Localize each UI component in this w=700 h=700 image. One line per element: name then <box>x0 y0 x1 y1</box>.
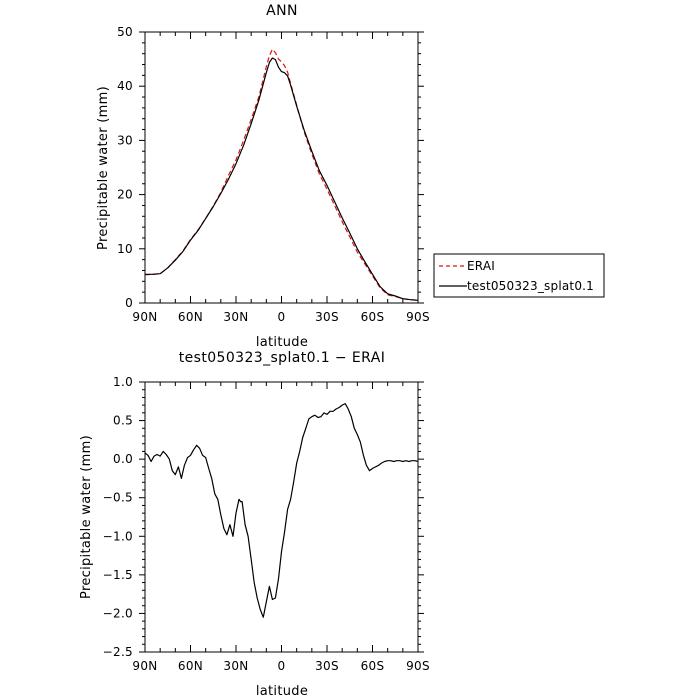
bottom-ytick-label: −1.5 <box>103 568 133 582</box>
bottom-series-line-1 <box>144 403 419 618</box>
legend-box <box>433 253 605 298</box>
top-xtick-label: 90N <box>132 310 157 324</box>
bottom-xtick-label: 90N <box>132 659 157 673</box>
top-axis-ticks: 90N 60N 30N 0 30S 60S 90S 0 10 20 30 40 50 <box>117 25 430 324</box>
top-x-axis-title: latitude <box>256 335 308 350</box>
bottom-y-axis-title: Precipitable water (mm) <box>79 435 94 599</box>
bottom-ytick-label: 1.0 <box>113 375 133 389</box>
top-xtick-label: 60N <box>178 310 203 324</box>
bottom-ytick-label: −1.0 <box>103 529 133 543</box>
bottom-panel: test050323_splat0.1 − ERAI 90N 60N 30N 0 30S… <box>79 350 430 699</box>
top-panel: ANN 90N 60N 30N 0 30S 60S 90S 0 10 20 30 40 50 Preci… <box>96 3 605 350</box>
top-ytick-label: 50 <box>117 25 133 39</box>
top-ytick-label: 30 <box>117 133 133 147</box>
bottom-xtick-label: 90S <box>406 659 430 673</box>
bottom-ytick-label: −2.0 <box>103 606 133 620</box>
legend-label-test: test050323_splat0.1 <box>467 279 594 293</box>
bottom-ytick-label: −2.5 <box>103 645 133 659</box>
top-series-line-2 <box>145 57 419 301</box>
bottom-xtick-label: 0 <box>278 659 286 673</box>
top-xtick-label: 30N <box>223 310 248 324</box>
bottom-xtick-label: 60S <box>361 659 385 673</box>
bottom-plot-frame <box>144 381 419 653</box>
top-xtick-label: 0 <box>278 310 286 324</box>
bottom-xtick-label: 60N <box>178 659 203 673</box>
top-xtick-label: 60S <box>361 310 385 324</box>
bottom-chart-title: test050323_splat0.1 − ERAI <box>179 350 385 366</box>
bottom-series-group <box>144 403 419 618</box>
top-series-group <box>144 48 419 301</box>
bottom-x-axis-title: latitude <box>256 684 308 699</box>
bottom-xtick-label: 30S <box>315 659 339 673</box>
bottom-axis-ticks: 90N 60N 30N 0 30S 60S 90S 1.0 0.5 0.0 −0.5 −1.0 −1.5… <box>103 375 430 673</box>
top-xtick-label: 30S <box>315 310 339 324</box>
bottom-ytick-label: −0.5 <box>103 491 133 505</box>
top-ytick-label: 20 <box>117 188 133 202</box>
top-ytick-label: 40 <box>117 79 133 93</box>
top-ytick-label: 0 <box>125 296 133 310</box>
bottom-ytick-label: 0.0 <box>113 452 133 466</box>
top-series-line-1 <box>144 48 419 301</box>
top-plot-frame <box>144 31 419 304</box>
top-ytick-label: 10 <box>117 242 133 256</box>
top-xtick-label: 90S <box>406 310 430 324</box>
bottom-ytick-label: 0.5 <box>113 414 133 428</box>
bottom-xtick-label: 30N <box>223 659 248 673</box>
top-y-axis-title: Precipitable water (mm) <box>96 86 111 250</box>
top-chart-title: ANN <box>266 3 298 19</box>
legend-label-erai: ERAI <box>467 259 495 273</box>
legend: ERAI test050323_splat0.1 <box>433 253 605 298</box>
